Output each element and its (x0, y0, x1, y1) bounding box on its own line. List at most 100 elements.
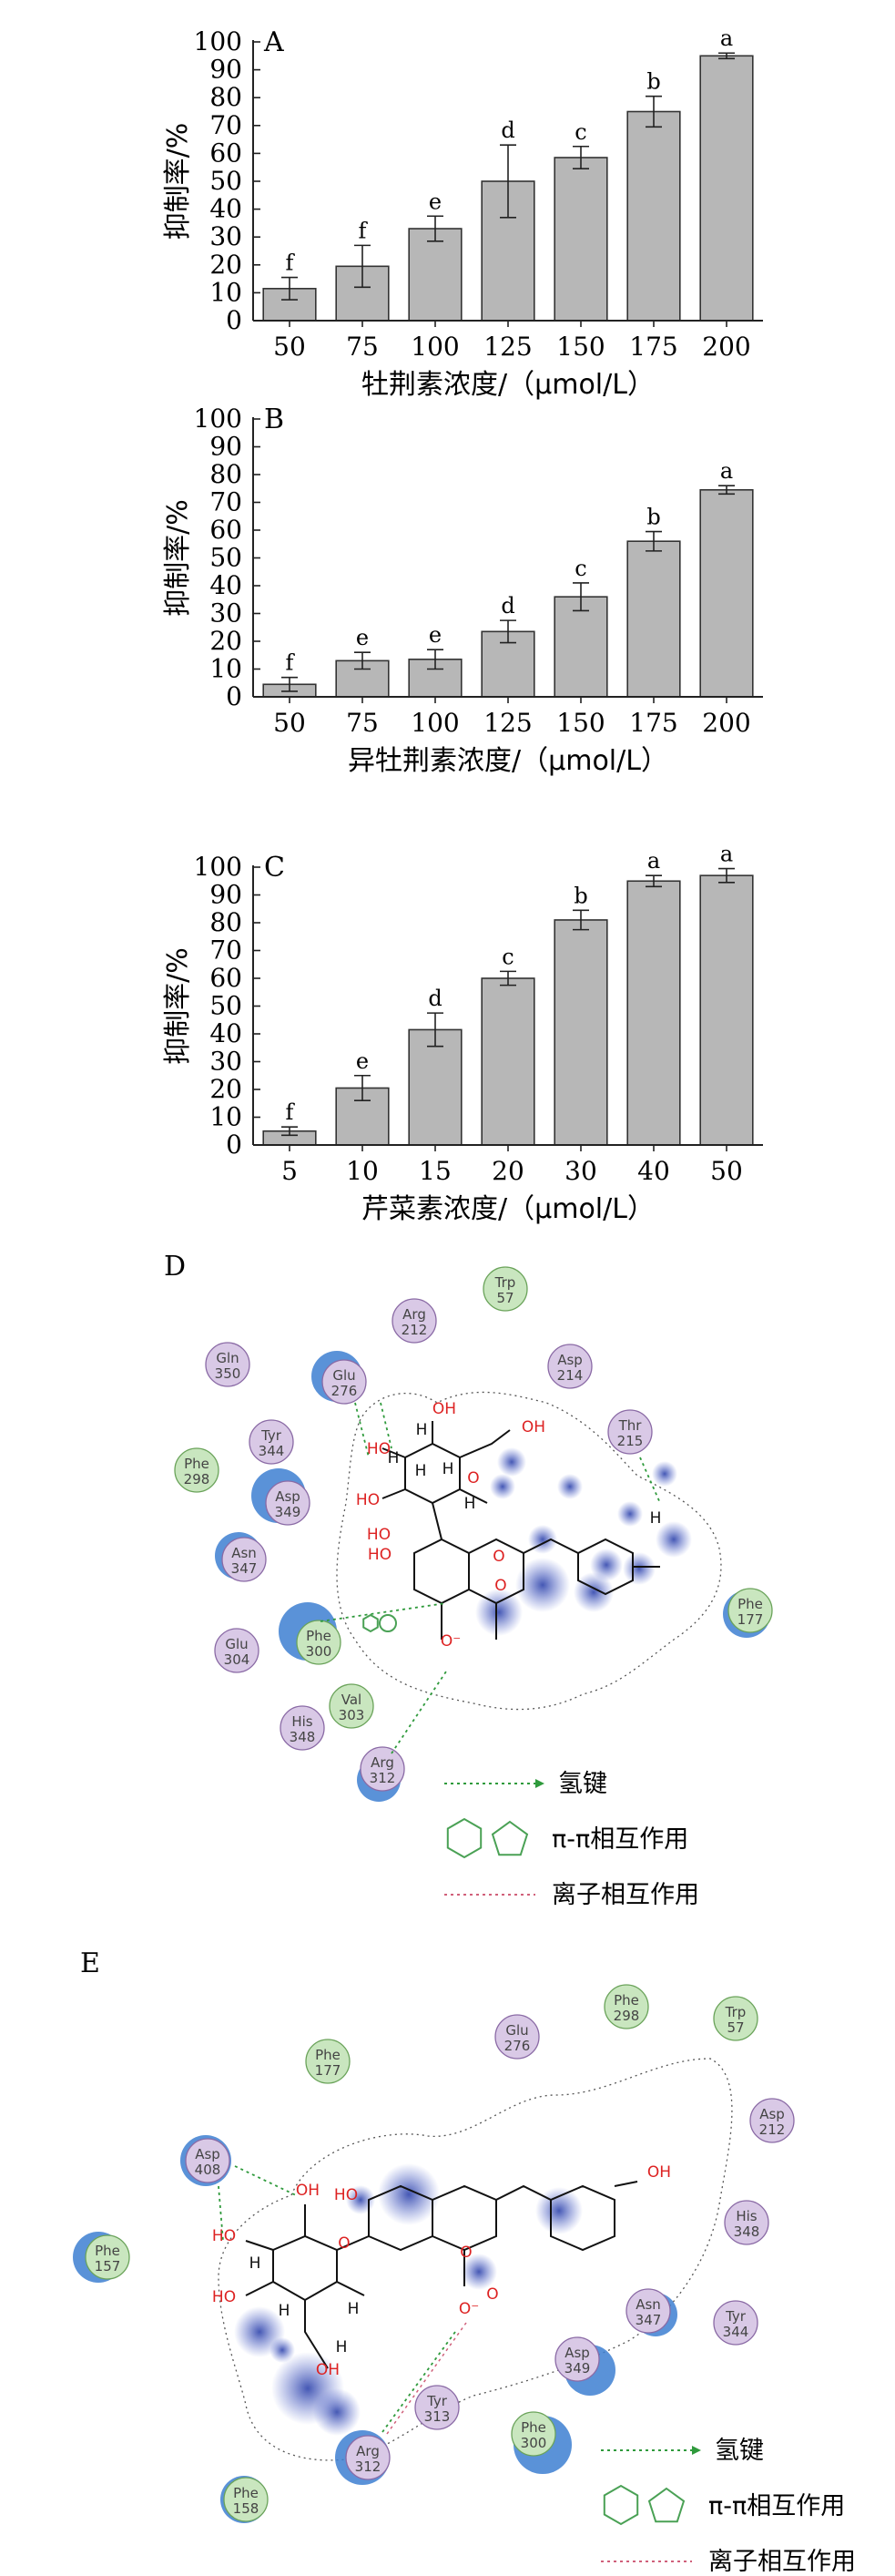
residue-number: 57 (727, 2019, 744, 2036)
error-bar-B-4 (573, 582, 589, 612)
y-tick-label-C-1: 10 (209, 1102, 242, 1132)
significance-label-C-5: a (647, 848, 660, 874)
residue-number: 212 (402, 1322, 428, 1338)
atom-label-E-4: H (249, 2254, 261, 2273)
y-tick-label-C-5: 50 (209, 991, 242, 1021)
bar-C-3 (481, 977, 535, 1146)
residue-name: Asp (557, 1352, 583, 1368)
x-tick-label-C-5: 40 (637, 1156, 670, 1186)
residue-name: Phe (306, 1628, 331, 1644)
x-tick-label-A-2: 100 (411, 332, 459, 362)
chart-B: f50e75e100d125c150b175a20001020304050607… (162, 404, 763, 777)
residue-number: 344 (723, 2324, 749, 2340)
residue-disc (483, 1266, 528, 1312)
residue-disc (749, 2098, 795, 2143)
residue-disc (205, 1342, 250, 1387)
exposure-blob-D-11 (652, 1461, 677, 1487)
error-bar-B-3 (500, 619, 516, 644)
significance-label-C-1: e (356, 1048, 369, 1074)
legend-ionic-label: 离子相互作用 (552, 1881, 699, 1909)
residue-number: 347 (636, 2312, 662, 2328)
residue-disc (713, 1996, 758, 2041)
significance-label-A-4: c (575, 119, 586, 145)
panel-label-B: B (264, 404, 284, 435)
y-tick-label-A-3: 30 (209, 221, 242, 251)
residue-disc (329, 1683, 374, 1729)
residue-disc (724, 2200, 769, 2245)
x-tick-label-A-5: 175 (629, 332, 677, 362)
significance-label-B-3: d (501, 593, 514, 618)
residue-name: Tyr (260, 1427, 282, 1444)
atom-label-D-5: H (388, 1449, 400, 1467)
residue-name: Phe (315, 2047, 341, 2063)
residue-disc (713, 2300, 758, 2346)
significance-label-B-6: a (720, 458, 733, 484)
significance-label-A-0: f (286, 250, 296, 276)
residue-name: Arg (402, 1306, 426, 1323)
x-axis-title-C: 芹菜素浓度/（μmol/L） (361, 1193, 655, 1225)
residue-name: Asp (195, 2146, 220, 2162)
residue-name: Phe (521, 2419, 546, 2436)
residue-disc (305, 2039, 351, 2084)
x-tick-label-B-3: 125 (483, 708, 532, 738)
x-tick-label-A-6: 200 (702, 332, 750, 362)
y-tick-label-C-0: 0 (226, 1130, 242, 1160)
significance-label-B-4: c (575, 556, 586, 581)
residue-number: 276 (504, 2038, 531, 2054)
residue-number: 303 (339, 1707, 365, 1723)
significance-label-A-1: f (359, 218, 369, 243)
legend-hbond-label: 氢键 (558, 1770, 607, 1798)
residue-name: Gln (216, 1350, 239, 1366)
y-tick-label-A-6: 60 (209, 138, 242, 168)
significance-label-B-2: e (429, 622, 442, 648)
error-bar-A-0 (281, 276, 298, 301)
bar-B-6 (699, 488, 754, 698)
residue-number: 347 (231, 1560, 258, 1577)
residue-name: Phe (95, 2243, 120, 2259)
residue-number: 298 (614, 2008, 640, 2024)
atom-label-E-3: HO (212, 2288, 236, 2306)
hbond-D-4 (320, 1602, 447, 1622)
error-bar-C-5 (646, 874, 662, 888)
hbond-D-3 (391, 1671, 447, 1754)
panel-label-E: E (80, 1947, 100, 1979)
residue-name: Trp (494, 1274, 516, 1291)
pipi-symbol-D-ring (379, 1614, 397, 1632)
residue-disc (392, 1298, 437, 1344)
binding-pocket-outline (336, 1391, 722, 1711)
residue-disc (494, 2014, 540, 2060)
atom-label-E-13: H (336, 2338, 348, 2356)
y-tick-label-A-8: 80 (209, 82, 242, 112)
error-bar-B-2 (427, 649, 443, 670)
residue-name: Trp (725, 2004, 747, 2020)
bar-A-5 (626, 110, 681, 322)
residue-disc (414, 2385, 460, 2430)
panel-label-A: A (263, 26, 284, 58)
atom-label-D-6: H (415, 1462, 427, 1480)
residue-name: Asn (636, 2296, 661, 2313)
atom-label-D-7: H (442, 1460, 454, 1478)
atom-label-D-8: H (464, 1495, 476, 1513)
residue-number: 349 (275, 1504, 301, 1520)
ligand-structure (245, 2181, 638, 2369)
error-bar-A-6 (718, 52, 735, 60)
y-axis-title-B: 抑制率/% (162, 499, 194, 617)
residue-disc (604, 1984, 649, 2029)
x-tick-label-A-4: 150 (556, 332, 605, 362)
y-tick-label-B-7: 70 (209, 487, 242, 517)
residue-name: Glu (505, 2022, 528, 2039)
residue-number: 348 (290, 1729, 316, 1745)
bar-A-4 (554, 157, 608, 322)
